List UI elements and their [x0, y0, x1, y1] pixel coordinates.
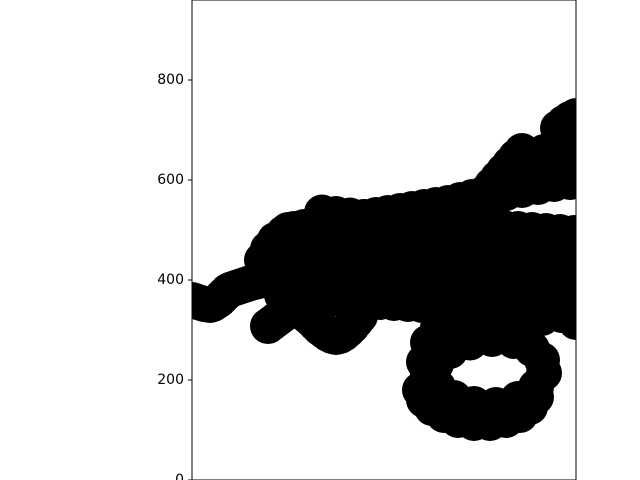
- data-point: [518, 379, 554, 415]
- y-axis: 0 200 400 600 800: [157, 72, 192, 480]
- y-tick-label: 200: [157, 372, 184, 388]
- data-point: [558, 98, 576, 134]
- plot-frame: [191, 0, 577, 480]
- y-tick-label: 800: [157, 72, 184, 88]
- data-points: [192, 98, 576, 441]
- data-point: [406, 344, 442, 380]
- data-point: [558, 241, 576, 277]
- y-tick-label: 0: [175, 472, 184, 480]
- y-tick-label: 400: [157, 272, 184, 288]
- data-point: [558, 295, 576, 331]
- y-tick-label: 600: [157, 172, 184, 188]
- data-point: [558, 163, 576, 199]
